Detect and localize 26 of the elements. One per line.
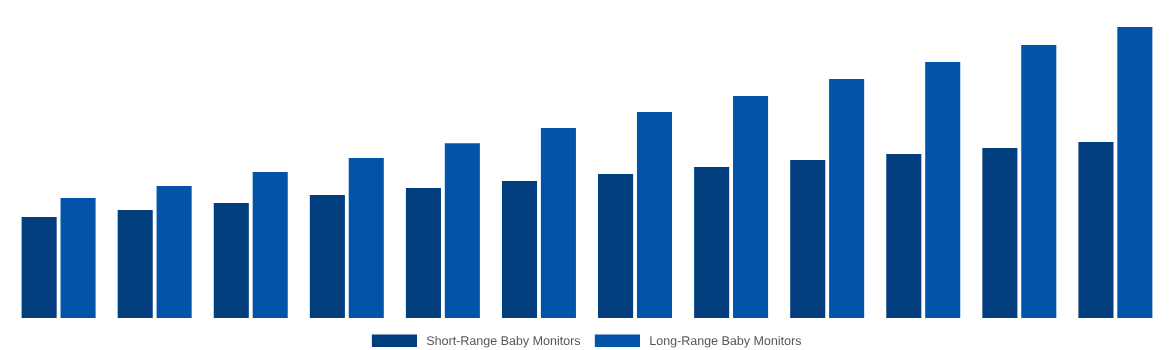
legend-label: Long-Range Baby Monitors xyxy=(650,335,802,348)
bar xyxy=(790,160,826,319)
bar xyxy=(1117,27,1153,319)
legend-label: Short-Range Baby Monitors xyxy=(426,335,581,348)
bar xyxy=(156,185,192,319)
bar xyxy=(252,171,288,319)
bar xyxy=(60,198,96,319)
bar xyxy=(694,166,730,319)
bar xyxy=(501,180,538,319)
bar xyxy=(21,217,57,319)
bar xyxy=(886,153,922,319)
bar xyxy=(982,148,1018,319)
bar xyxy=(309,194,345,319)
bar xyxy=(444,143,480,319)
bar xyxy=(829,79,865,319)
bar xyxy=(540,127,576,319)
bar xyxy=(1021,45,1057,319)
bar xyxy=(733,95,769,319)
bar xyxy=(117,210,153,319)
bar xyxy=(348,157,384,319)
bar xyxy=(598,173,634,319)
bar xyxy=(925,61,961,319)
bar xyxy=(1078,141,1114,319)
bar xyxy=(405,187,441,319)
bar xyxy=(213,203,249,319)
bar xyxy=(636,111,673,319)
